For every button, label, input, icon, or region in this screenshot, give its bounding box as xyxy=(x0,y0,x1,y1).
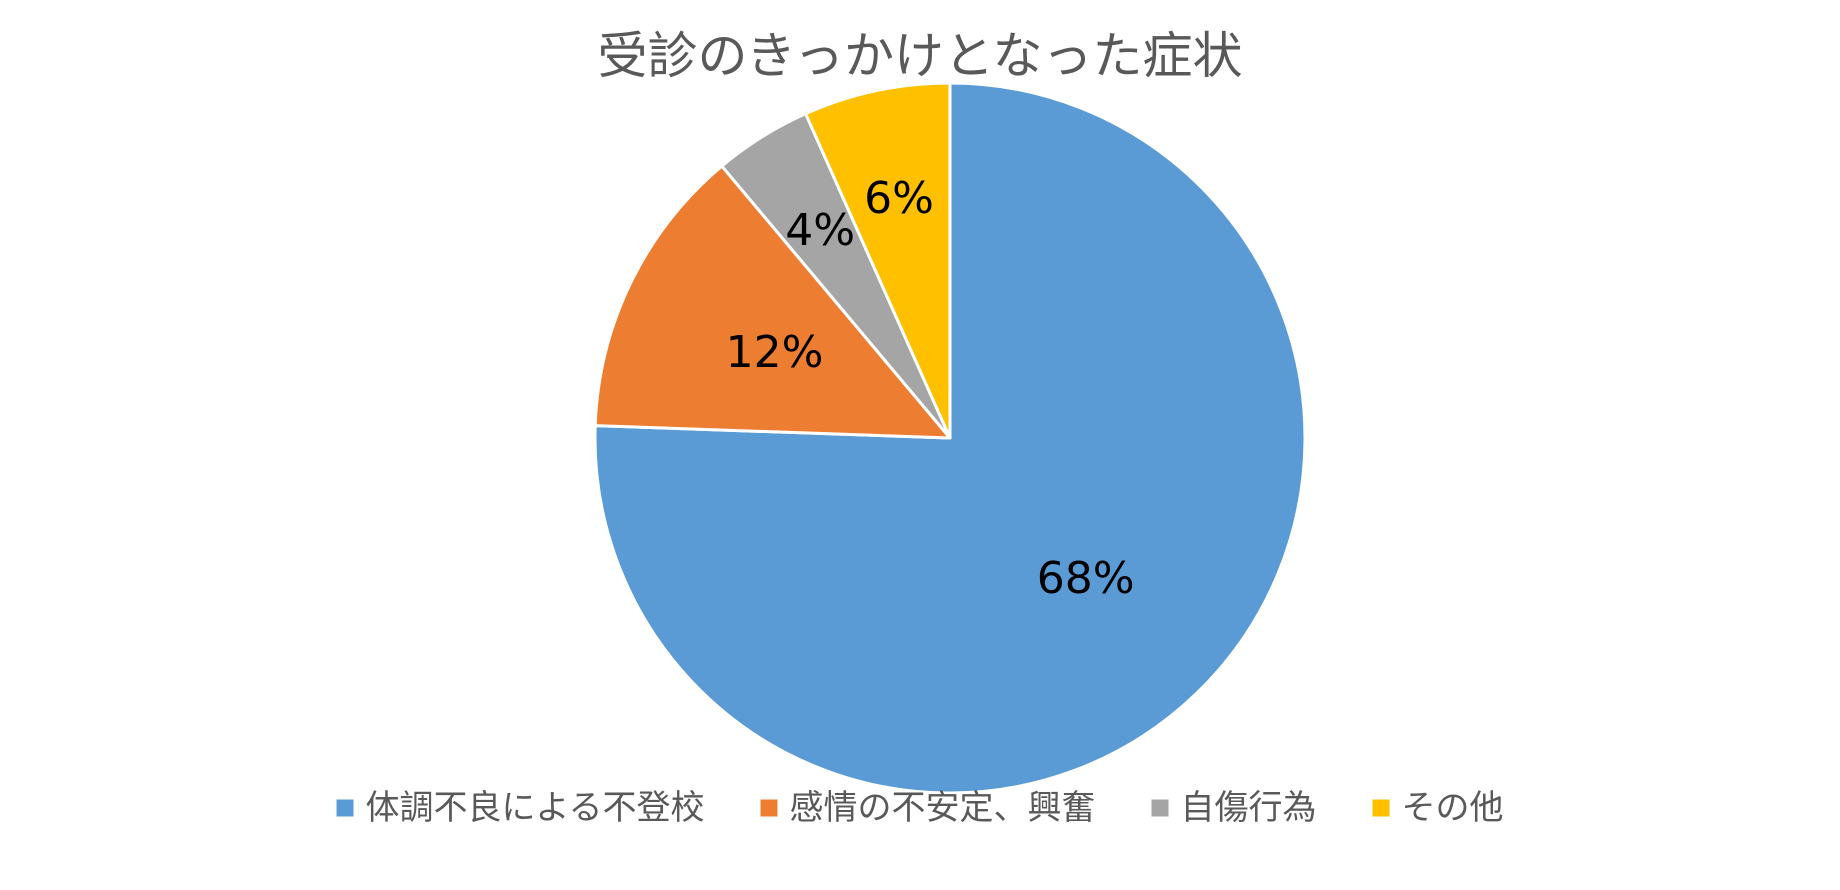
legend-label: その他 xyxy=(1401,788,1503,828)
chart-title: 受診のきっかけとなった症状 xyxy=(598,27,1243,85)
legend-label: 感情の不安定、興奮 xyxy=(789,788,1095,828)
data-label-3: 4% xyxy=(785,205,855,256)
pie-slice-1 xyxy=(593,81,1307,795)
pie-slice-4 xyxy=(804,81,952,440)
pie-slice-2 xyxy=(593,164,952,440)
legend-item-1: 体調不良による不登校 xyxy=(336,788,705,828)
chart-legend: 体調不良による不登校 感情の不安定、興奮 自傷行為 その他 xyxy=(336,788,1503,828)
data-label-1: 68% xyxy=(1037,553,1135,604)
legend-item-3: 自傷行為 xyxy=(1151,788,1316,828)
legend-swatch xyxy=(1372,799,1390,817)
legend-item-2: 感情の不安定、興奮 xyxy=(760,788,1095,828)
legend-swatch xyxy=(1151,799,1169,817)
data-label-2: 12% xyxy=(726,327,824,378)
pie-data-labels: 68% 12% 4%6% xyxy=(726,173,1135,604)
legend-label: 自傷行為 xyxy=(1180,788,1316,828)
legend-label: 体調不良による不登校 xyxy=(366,788,705,828)
legend-swatch xyxy=(336,799,354,817)
legend-swatch xyxy=(760,799,778,817)
legend-item-4: その他 xyxy=(1372,788,1503,828)
data-label-4: 6% xyxy=(864,173,934,224)
pie-slices xyxy=(593,81,1307,795)
